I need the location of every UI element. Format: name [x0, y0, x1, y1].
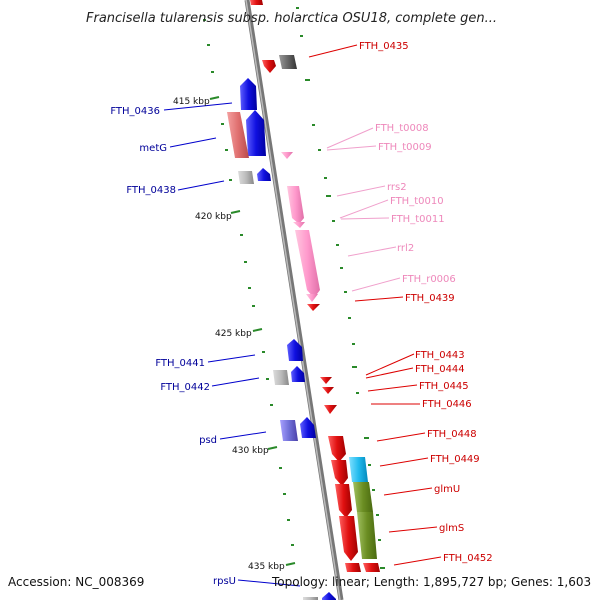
gene-fth-0443[interactable] — [320, 377, 332, 384]
gene-fth-0449[interactable] — [335, 484, 352, 518]
gene-glms-red[interactable] — [339, 516, 358, 561]
gene-fth-0448[interactable] — [328, 436, 346, 462]
gene-fth-0438-pseudo[interactable] — [238, 171, 254, 184]
gene-fth-0452[interactable] — [345, 563, 361, 572]
map-title: Francisella tularensis subsp. holarctica… — [86, 11, 497, 26]
gene-fth-0449-cyan[interactable] — [349, 457, 368, 482]
gene-fth-0436[interactable] — [240, 78, 257, 110]
label-fth-t0011[interactable]: FTH_t0011 — [391, 214, 445, 225]
label-rrs2[interactable]: rrs2 — [387, 182, 407, 193]
label-fth-0448[interactable]: FTH_0448 — [427, 429, 477, 440]
genome-axis — [244, 0, 344, 600]
label-fth-0439[interactable]: FTH_0439 — [405, 293, 455, 304]
label-fth-t0010[interactable]: FTH_t0010 — [390, 196, 444, 207]
label-fth-0438[interactable]: FTH_0438 — [126, 185, 176, 196]
right-leader-lines-rna — [326, 127, 401, 292]
label-fth-0444[interactable]: FTH_0444 — [415, 364, 465, 375]
gene-metg[interactable] — [246, 110, 266, 156]
gene-rrs2[interactable] — [287, 186, 304, 224]
gene-fth-0435-top[interactable] — [250, 0, 263, 5]
label-rrl2[interactable]: rrl2 — [397, 243, 414, 254]
left-gene-labels: FTH_0436 metG FTH_0438 FTH_0441 FTH_0442… — [110, 106, 236, 587]
summary-text: Topology: linear; Length: 1,895,727 bp; … — [271, 575, 591, 589]
label-fth-0441[interactable]: FTH_0441 — [155, 358, 205, 369]
gene-fth-0438[interactable] — [257, 168, 271, 181]
label-fth-0449[interactable]: FTH_0449 — [430, 454, 480, 465]
kbp-label-435: 435 kbp — [248, 562, 285, 572]
gene-fth-0448b[interactable] — [331, 460, 348, 486]
label-fth-t0008[interactable]: FTH_t0008 — [375, 123, 429, 134]
label-fth-0435[interactable]: FTH_0435 — [359, 41, 409, 52]
right-leader-lines-red — [308, 44, 442, 566]
gene-fth-0435-dark[interactable] — [279, 55, 297, 69]
gene-psd[interactable] — [300, 417, 316, 438]
gene-fth-0446[interactable] — [324, 405, 337, 414]
label-metg[interactable]: metG — [139, 143, 167, 154]
label-fth-0442[interactable]: FTH_0442 — [160, 382, 210, 393]
gene-fth-0442-pseudo[interactable] — [273, 370, 289, 385]
left-leader-lines — [163, 102, 301, 587]
gene-rpsu[interactable] — [322, 592, 336, 600]
gene-fth-t0008[interactable] — [281, 152, 293, 159]
label-psd[interactable]: psd — [199, 435, 217, 446]
gene-psd-pseudo[interactable] — [280, 420, 298, 441]
label-fth-t0009[interactable]: FTH_t0009 — [378, 142, 432, 153]
gene-fth-0444[interactable] — [322, 387, 334, 394]
genome-axis-highlight — [245, 0, 341, 600]
gene-fth-t0010[interactable] — [293, 222, 305, 228]
kbp-label-425: 425 kbp — [215, 329, 252, 339]
gene-rpsu-pseudo[interactable] — [303, 597, 318, 600]
gene-fth-0436-pseudo[interactable] — [227, 112, 249, 158]
gene-glmu[interactable] — [353, 482, 373, 512]
gene-fth-0441[interactable] — [287, 339, 303, 361]
gene-fth-0452b[interactable] — [363, 563, 380, 572]
gene-glms[interactable] — [357, 512, 377, 559]
label-rpsu[interactable]: rpsU — [213, 576, 236, 587]
gene-fth-0442[interactable] — [291, 366, 305, 382]
gene-rrl2[interactable] — [295, 230, 320, 298]
label-fth-0446[interactable]: FTH_0446 — [422, 399, 472, 410]
gene-fth-0439[interactable] — [307, 304, 320, 311]
label-fth-0452[interactable]: FTH_0452 — [443, 553, 493, 564]
accession-text: Accession: NC_008369 — [8, 575, 144, 589]
gene-fth-0435[interactable] — [262, 60, 276, 73]
scale-ticks — [203, 7, 385, 569]
reverse-genes — [250, 0, 380, 572]
label-fth-0445[interactable]: FTH_0445 — [419, 381, 469, 392]
right-gene-labels: FTH_0435 FTH_t0008 FTH_t0009 rrs2 FTH_t0… — [359, 41, 493, 564]
label-fth-0436[interactable]: FTH_0436 — [110, 106, 160, 117]
label-fth-r0006[interactable]: FTH_r0006 — [402, 274, 456, 285]
kbp-label-415: 415 kbp — [173, 97, 210, 107]
forward-genes — [227, 78, 336, 600]
gene-fth-r0006[interactable] — [306, 294, 318, 302]
label-fth-0443[interactable]: FTH_0443 — [415, 350, 465, 361]
label-glmu[interactable]: glmU — [434, 484, 460, 495]
kbp-label-420: 420 kbp — [195, 212, 232, 222]
kbp-label-430: 430 kbp — [232, 446, 269, 456]
label-glms[interactable]: glmS — [439, 523, 464, 534]
